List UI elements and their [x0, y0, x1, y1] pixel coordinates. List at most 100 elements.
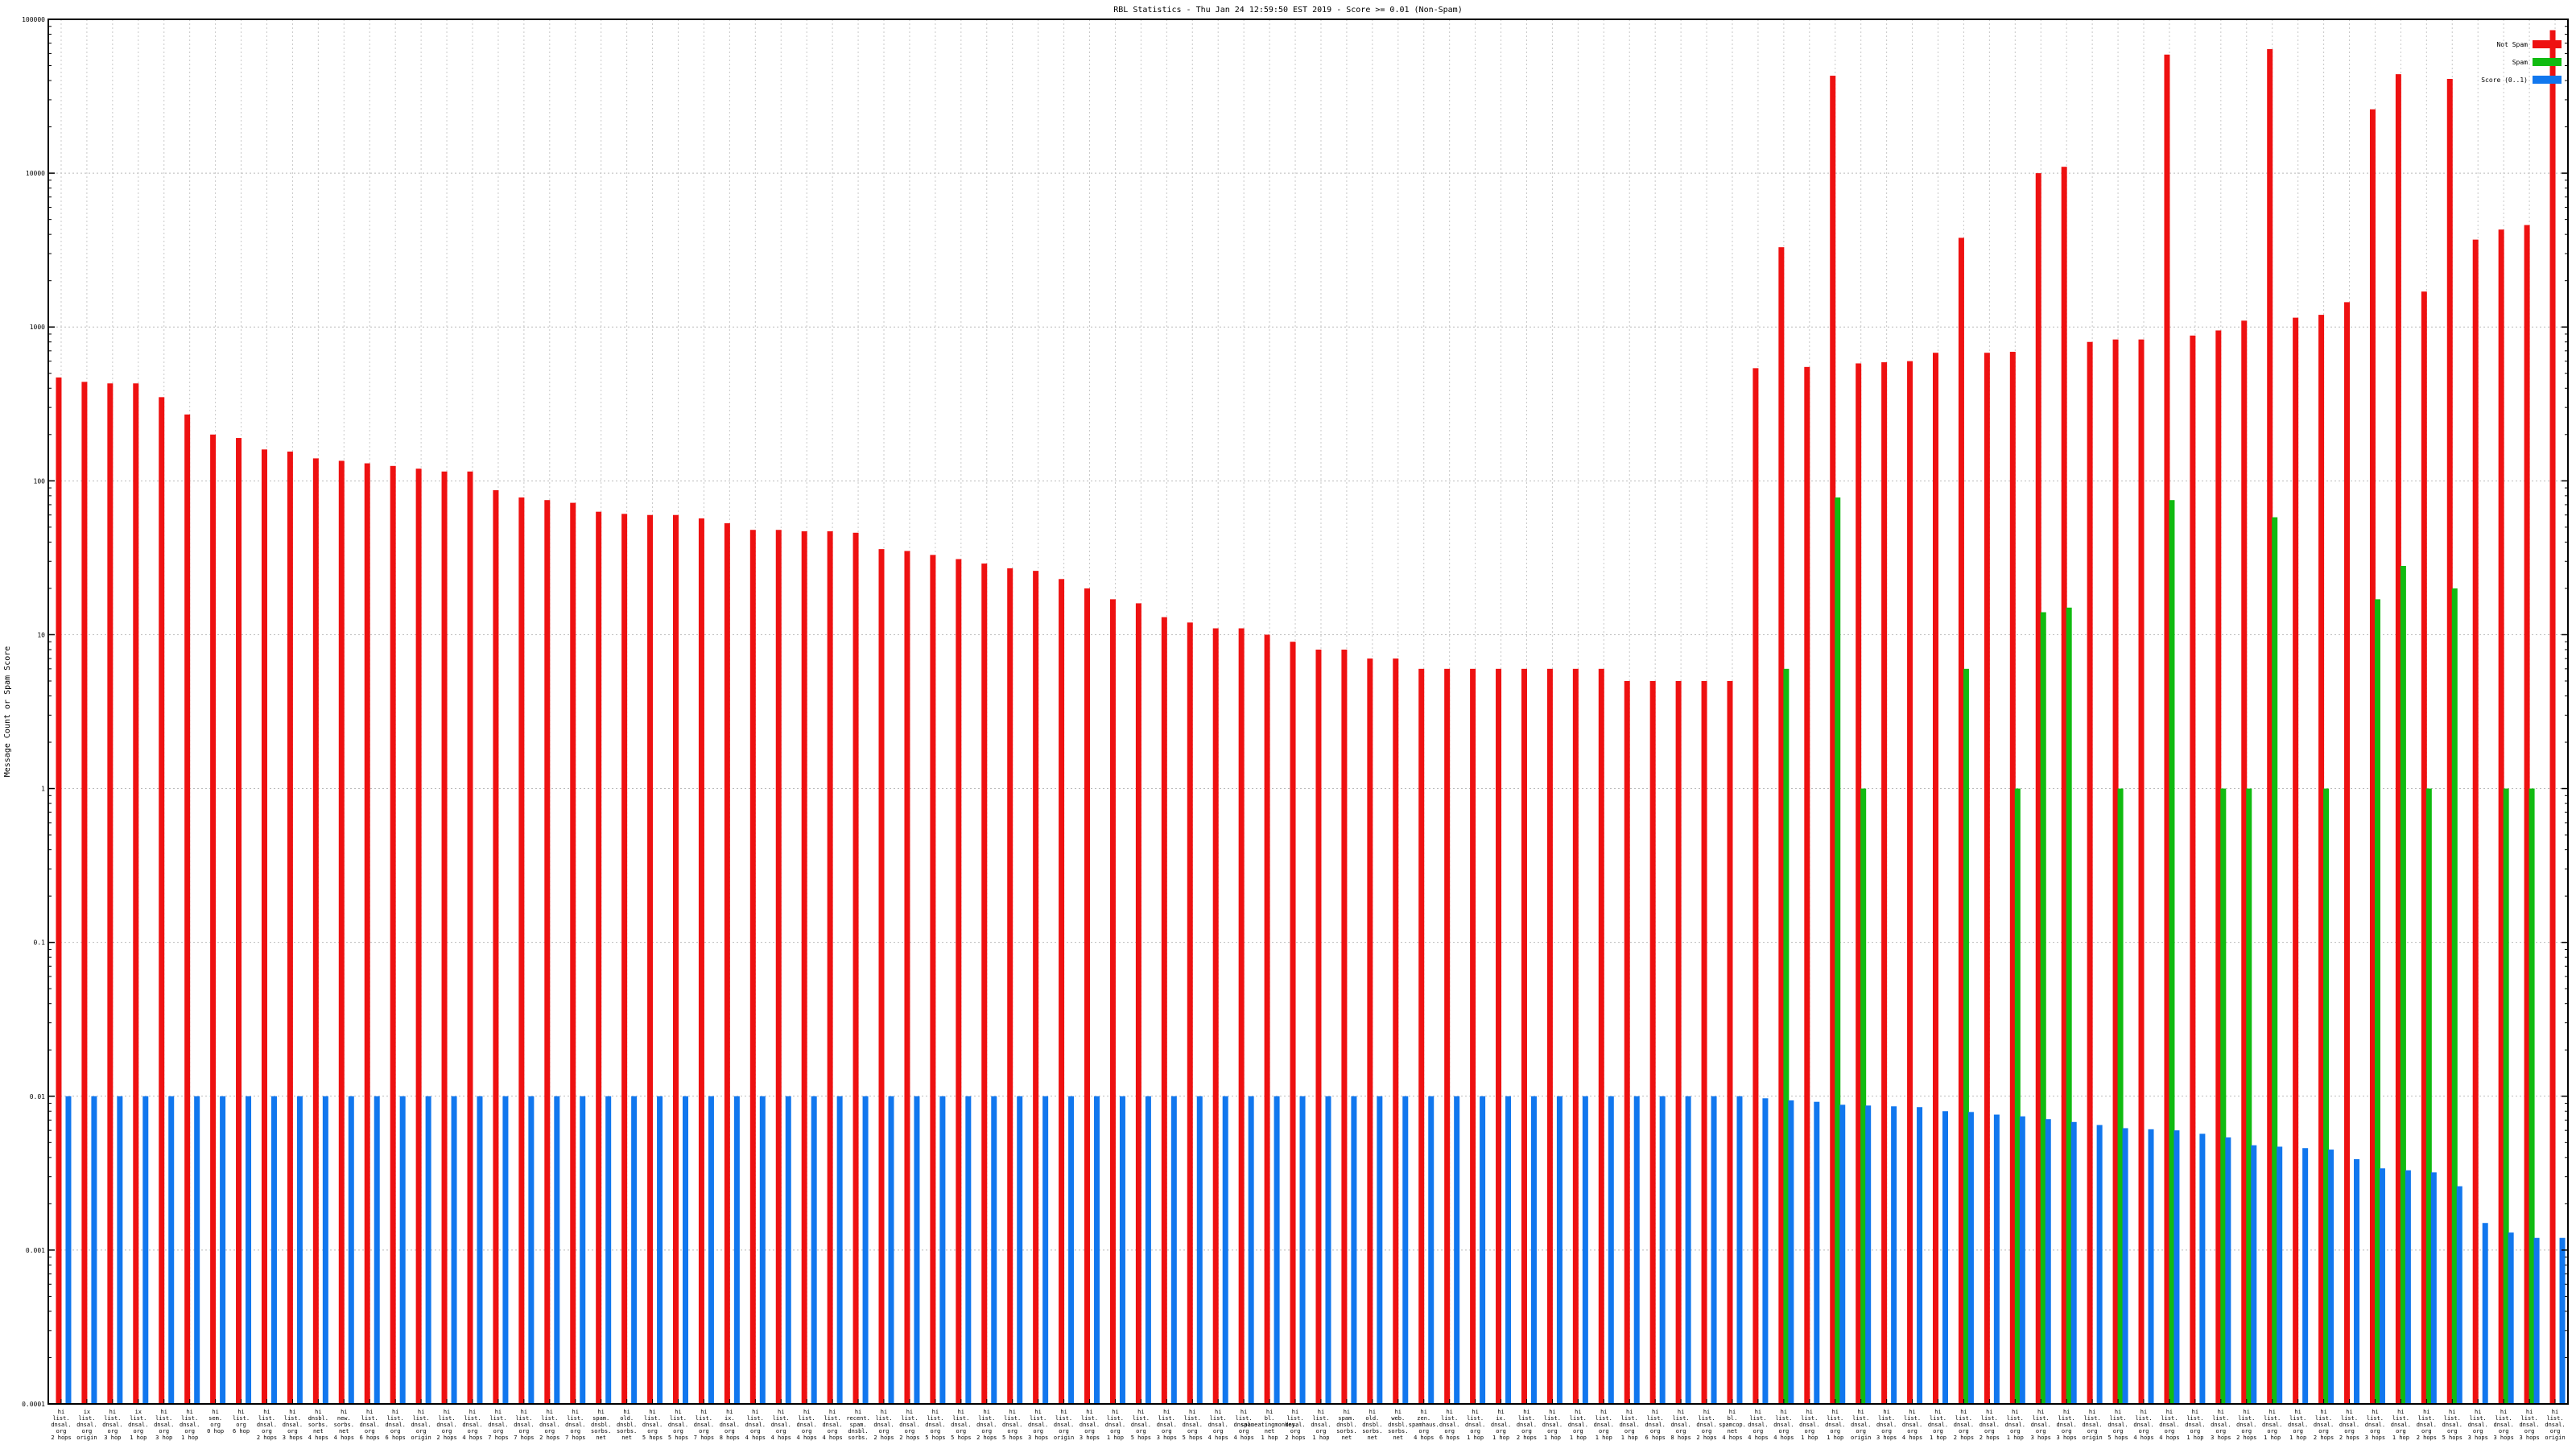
x-category-label-line: dnsal. [2262, 1422, 2282, 1428]
bar-score-0-1 [374, 1096, 380, 1404]
y-tick-label: 10000 [26, 170, 45, 177]
x-category-label-line: org [1624, 1428, 1635, 1435]
x-category-label-line: list. [567, 1415, 584, 1422]
bar-score-0-1 [554, 1096, 560, 1404]
bar-score-0-1 [914, 1096, 920, 1404]
x-category-label-line: org [1496, 1428, 1506, 1435]
x-category-label-line: list. [1930, 1415, 1946, 1422]
bar-not-spam [2087, 341, 2093, 1404]
x-category-label-line: dnsal. [180, 1422, 200, 1428]
x-category-label-line: org [2370, 1428, 2380, 1435]
x-category-label-line: list. [2084, 1415, 2101, 1422]
bar-not-spam [2112, 339, 2119, 1405]
x-category-label-line: org [2010, 1428, 2021, 1435]
bar-score-0-1 [1068, 1096, 1075, 1404]
x-category-label-line: 1 hop [1312, 1435, 1329, 1441]
bar-not-spam [1187, 622, 1193, 1404]
bar-score-0-1 [605, 1096, 612, 1404]
x-category-label-line: list. [696, 1415, 712, 1422]
bar-score-0-1 [2070, 1121, 2077, 1404]
x-category-label: hi list. dnsal. org 4 hops [745, 1409, 766, 1441]
x-category-label-line: hi [1137, 1409, 1144, 1415]
x-category-label-line: hi [212, 1409, 218, 1415]
x-category-label-line: hi [1626, 1409, 1633, 1415]
x-category-label-line: list. [927, 1415, 943, 1422]
x-category-label-line: dnsal. [2519, 1422, 2539, 1428]
x-category-label-line: 4 hops [1722, 1435, 1742, 1441]
x-category-label-line: hi [1034, 1409, 1041, 1415]
x-category-label-line: hi [469, 1409, 476, 1415]
bar-score-0-1 [91, 1096, 97, 1404]
x-category-label-line: zen. [1417, 1415, 1430, 1422]
bar-spam [2425, 788, 2432, 1404]
x-category-label-line: 3 hops [2031, 1435, 2051, 1441]
x-category-label-line: dnsal. [1131, 1422, 1151, 1428]
x-category-label-line: dnsal. [1285, 1422, 1305, 1428]
x-category-label-line: hi [2140, 1409, 2147, 1415]
x-category-label-line: 1 hop [1621, 1435, 1638, 1441]
x-category-label-line: 2 hops [899, 1435, 919, 1441]
x-category-label: hi list. dnsal. org 3 hops [283, 1409, 303, 1441]
x-category-label-line: old. [620, 1415, 634, 1422]
bar-not-spam [1598, 668, 1604, 1404]
x-category-label-line: net [313, 1428, 324, 1435]
x-category-label-line: hi [1318, 1409, 1324, 1415]
x-category-label-line: org [647, 1428, 658, 1435]
bar-score-0-1 [580, 1096, 586, 1404]
bar-not-spam [107, 383, 114, 1404]
x-category-label-line: dnsal. [1208, 1422, 1228, 1428]
bar-spam [1860, 788, 1867, 1404]
bar-not-spam [467, 471, 473, 1404]
x-category-label-line: org [1599, 1428, 1609, 1435]
x-category-label-line: spam. [592, 1415, 609, 1422]
bar-not-spam [159, 397, 165, 1404]
bar-not-spam [2009, 352, 2016, 1404]
x-category-label-line: dnsal. [1696, 1422, 1716, 1428]
x-category-label-line: org [699, 1428, 709, 1435]
x-category-label-line: 3 hops [2365, 1435, 2385, 1441]
x-category-label-line: dnsal. [2031, 1422, 2051, 1428]
x-category-label-line: new. [337, 1415, 351, 1422]
x-category-label-line: dnsal. [822, 1422, 842, 1428]
bar-score-0-1 [296, 1096, 303, 1404]
x-category-label-line: org [1084, 1428, 1095, 1435]
bar-not-spam [338, 460, 345, 1405]
x-category-label-line: dnsal. [51, 1422, 71, 1428]
x-category-label: hi list. dnsal. org 2 hops [51, 1409, 71, 1441]
bar-score-0-1 [1170, 1096, 1177, 1404]
x-category-label-line: hi [1112, 1409, 1118, 1415]
x-category-label: hi spam. dnsbl. sorbs. net [1336, 1409, 1356, 1441]
x-category-label-line: list. [1133, 1415, 1150, 1422]
x-category-label: hi list. dnsal. org 4 hops [1234, 1409, 1254, 1441]
x-category-label-line: list. [1158, 1415, 1175, 1422]
x-category-label-line: list. [1184, 1415, 1201, 1422]
x-category-label: hi list. dnsal. org 4 hops [2159, 1409, 2179, 1441]
bar-score-0-1 [2045, 1119, 2051, 1404]
x-category-label-line: ix [135, 1409, 142, 1415]
x-category-label-line: dnsal. [1670, 1422, 1690, 1428]
bar-not-spam [493, 489, 499, 1404]
bar-not-spam [1033, 571, 1039, 1404]
bar-score-0-1 [1736, 1096, 1743, 1404]
x-category-label-line: list. [2264, 1415, 2281, 1422]
x-category-label-line: org [468, 1428, 478, 1435]
x-category-label-line: hi [1060, 1409, 1067, 1415]
bar-score-0-1 [65, 1096, 72, 1404]
bar-score-0-1 [1351, 1096, 1357, 1404]
x-category-label: hi list. dnsal. org 4 hops [1902, 1409, 1922, 1441]
x-category-label-line: list. [1801, 1415, 1818, 1422]
x-category-label-line: net [1265, 1428, 1275, 1435]
x-category-label-line: list. [1030, 1415, 1046, 1422]
x-category-label-line: 1 hop [1107, 1435, 1124, 1441]
x-category-label-line: list. [2007, 1415, 2024, 1422]
x-category-label-line: org [2190, 1428, 2201, 1435]
x-category-label-line: org [493, 1428, 504, 1435]
x-category-label-line: net [1368, 1435, 1378, 1441]
x-category-label-line: hi [1215, 1409, 1221, 1415]
bar-not-spam [1135, 603, 1141, 1404]
x-category-label-line: dnsal. [1157, 1422, 1177, 1428]
legend-label: Spam [2512, 59, 2528, 66]
x-category-label: hi list. dnsal. org 3 hops [1157, 1409, 1177, 1441]
x-category-label-line: org [82, 1428, 93, 1435]
